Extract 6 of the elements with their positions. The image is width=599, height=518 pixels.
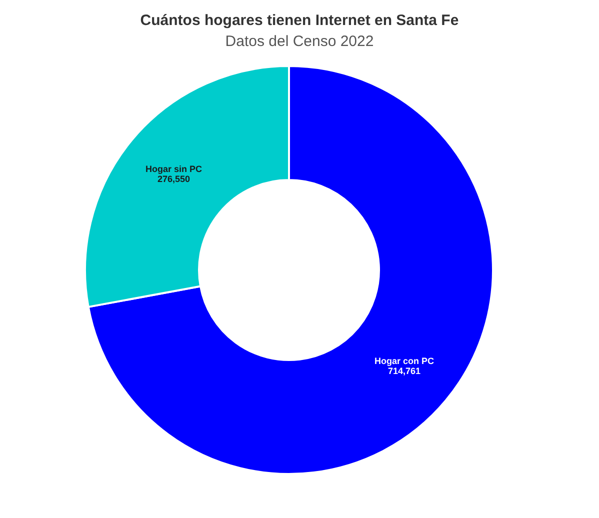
data-label: 276,550 bbox=[157, 174, 190, 184]
slice-label: Hogar sin PC bbox=[145, 164, 202, 174]
data-label: 714,761 bbox=[388, 366, 421, 376]
chart-title: Cuántos hogares tienen Internet en Santa Fe bbox=[140, 12, 459, 29]
slice-label: Hogar con PC bbox=[374, 356, 435, 366]
chart-subtitle: Datos del Censo 2022 bbox=[225, 33, 374, 50]
